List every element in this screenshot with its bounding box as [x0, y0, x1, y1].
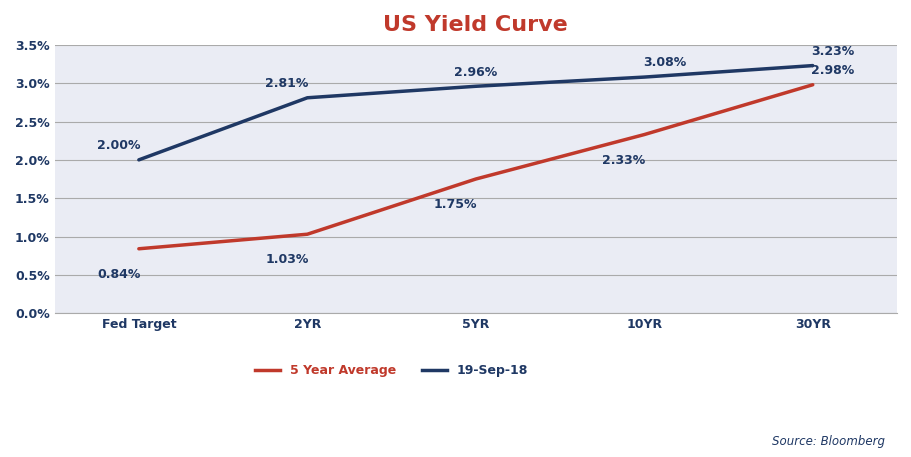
Legend: 5 Year Average, 19-Sep-18: 5 Year Average, 19-Sep-18 — [250, 359, 532, 382]
Text: 2.98%: 2.98% — [811, 64, 854, 77]
5 Year Average — [806, 82, 817, 87]
Text: 3.23%: 3.23% — [811, 45, 854, 58]
Text: 1.75%: 1.75% — [434, 198, 476, 211]
Text: 2.33%: 2.33% — [602, 154, 645, 167]
Text: 2.96%: 2.96% — [454, 66, 496, 79]
Line: 19-Sep-18: 19-Sep-18 — [138, 66, 812, 160]
Text: 3.08%: 3.08% — [642, 56, 685, 69]
5 Year Average — [470, 176, 481, 182]
Text: 1.03%: 1.03% — [265, 253, 309, 266]
Title: US Yield Curve: US Yield Curve — [383, 15, 568, 35]
19-Sep-18 — [806, 63, 817, 69]
19-Sep-18 — [302, 95, 312, 101]
5 Year Average — [638, 132, 649, 137]
Text: 2.00%: 2.00% — [97, 139, 140, 152]
5 Year Average — [133, 246, 144, 251]
Text: 0.84%: 0.84% — [97, 268, 140, 281]
19-Sep-18 — [470, 84, 481, 89]
5 Year Average — [302, 231, 312, 237]
Text: 2.81%: 2.81% — [265, 77, 309, 90]
Line: 5 Year Average: 5 Year Average — [138, 85, 812, 249]
Text: Source: Bloomberg: Source: Bloomberg — [771, 435, 884, 448]
19-Sep-18 — [133, 157, 144, 163]
19-Sep-18 — [638, 74, 649, 80]
